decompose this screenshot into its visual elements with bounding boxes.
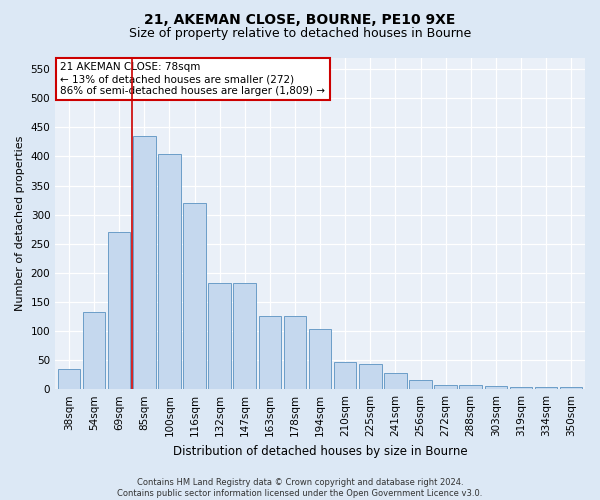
Bar [485, 386, 507, 389]
Bar [133, 136, 155, 389]
Bar [108, 232, 130, 389]
Text: 21, AKEMAN CLOSE, BOURNE, PE10 9XE: 21, AKEMAN CLOSE, BOURNE, PE10 9XE [145, 12, 455, 26]
Text: Size of property relative to detached houses in Bourne: Size of property relative to detached ho… [129, 28, 471, 40]
Bar [460, 384, 482, 389]
Bar [509, 387, 532, 389]
X-axis label: Distribution of detached houses by size in Bourne: Distribution of detached houses by size … [173, 444, 467, 458]
Bar [309, 328, 331, 389]
Bar [334, 362, 356, 389]
Bar [208, 282, 231, 389]
Y-axis label: Number of detached properties: Number of detached properties [15, 136, 25, 311]
Bar [183, 203, 206, 389]
Bar [535, 388, 557, 389]
Bar [284, 316, 306, 389]
Bar [384, 373, 407, 389]
Bar [158, 154, 181, 389]
Bar [259, 316, 281, 389]
Bar [58, 369, 80, 389]
Text: Contains HM Land Registry data © Crown copyright and database right 2024.
Contai: Contains HM Land Registry data © Crown c… [118, 478, 482, 498]
Bar [409, 380, 432, 389]
Bar [434, 385, 457, 389]
Bar [560, 387, 583, 389]
Bar [233, 282, 256, 389]
Bar [83, 312, 106, 389]
Text: 21 AKEMAN CLOSE: 78sqm
← 13% of detached houses are smaller (272)
86% of semi-de: 21 AKEMAN CLOSE: 78sqm ← 13% of detached… [61, 62, 325, 96]
Bar [359, 364, 382, 389]
